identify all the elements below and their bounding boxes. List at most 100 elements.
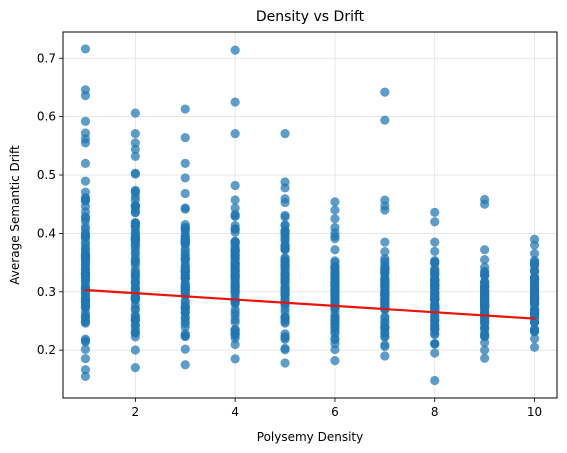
data-point: [480, 345, 490, 355]
data-point: [80, 265, 91, 275]
data-point: [180, 322, 190, 332]
data-point: [380, 332, 390, 342]
data-point: [480, 277, 490, 287]
data-point: [529, 300, 540, 310]
data-point: [80, 336, 91, 346]
data-point: [130, 267, 140, 278]
data-point: [130, 274, 140, 285]
x-tick-label: 4: [231, 405, 239, 419]
x-tick-label: 8: [431, 405, 439, 419]
data-point: [280, 227, 290, 237]
data-point: [230, 209, 240, 220]
data-point: [330, 197, 340, 207]
data-point: [130, 169, 140, 179]
data-point: [180, 133, 190, 143]
data-point: [529, 248, 540, 259]
data-point: [130, 345, 140, 355]
data-point: [230, 203, 240, 213]
data-point: [330, 311, 340, 321]
data-point: [230, 267, 240, 277]
data-point: [330, 322, 340, 332]
data-point: [430, 339, 440, 349]
data-point: [180, 104, 190, 114]
data-point: [280, 197, 290, 208]
data-point: [130, 363, 140, 373]
data-point: [80, 247, 91, 257]
x-tick-label: 6: [331, 405, 339, 419]
data-point: [180, 188, 190, 199]
data-point: [480, 285, 490, 295]
data-point: [330, 214, 340, 224]
data-point: [80, 311, 91, 321]
data-point: [529, 234, 540, 244]
data-point: [330, 205, 340, 215]
data-point: [380, 284, 390, 295]
data-point: [430, 311, 440, 321]
data-point: [280, 128, 290, 139]
data-point: [230, 253, 240, 263]
data-point: [330, 256, 340, 266]
trend-line-group: [84, 288, 536, 320]
data-point: [380, 247, 390, 257]
data-point: [180, 251, 190, 261]
y-axis-title: Average Semantic Drift: [8, 145, 22, 285]
data-point: [130, 138, 140, 148]
data-point: [180, 313, 190, 323]
data-point: [280, 270, 290, 281]
data-point: [330, 344, 340, 355]
data-point: [480, 300, 490, 310]
trend-line: [84, 288, 536, 320]
y-tick-label: 0.4: [37, 226, 56, 240]
data-point: [180, 204, 190, 214]
data-point: [330, 333, 340, 344]
data-point: [380, 205, 390, 215]
data-point: [280, 329, 290, 339]
data-point: [529, 257, 540, 267]
data-point: [130, 327, 140, 338]
data-point: [529, 334, 540, 344]
data-point: [430, 274, 440, 284]
data-point: [430, 265, 440, 275]
data-point: [280, 358, 290, 368]
data-point: [430, 292, 440, 303]
chart-title: Density vs Drift: [256, 9, 365, 25]
data-point: [230, 128, 240, 139]
data-point: [330, 289, 340, 299]
data-point: [80, 212, 91, 222]
data-point: [180, 235, 190, 245]
data-point: [480, 322, 490, 333]
data-point: [230, 310, 240, 321]
data-point: [280, 241, 290, 251]
data-point: [480, 245, 490, 255]
data-point: [180, 158, 190, 168]
data-point: [480, 353, 490, 363]
data-point: [380, 87, 390, 97]
data-point: [280, 300, 290, 310]
y-tick-label: 0.2: [37, 343, 56, 357]
data-point: [230, 195, 240, 205]
data-point: [430, 320, 440, 330]
x-axis-title: Polysemy Density: [257, 430, 363, 444]
data-point: [180, 274, 190, 284]
data-point: [529, 325, 540, 335]
data-point: [380, 237, 390, 247]
data-point: [230, 45, 240, 55]
data-point: [80, 222, 91, 232]
data-point: [430, 217, 440, 227]
data-point: [480, 262, 490, 272]
data-point: [80, 229, 91, 239]
data-point: [130, 257, 140, 267]
data-point: [280, 177, 290, 187]
data-point: [130, 128, 140, 139]
data-point: [130, 108, 140, 118]
data-point: [130, 151, 140, 161]
data-point: [80, 176, 91, 186]
data-point: [330, 234, 340, 244]
data-point: [280, 256, 290, 266]
data-point: [130, 186, 140, 197]
data-point: [430, 237, 440, 247]
data-point: [180, 173, 190, 183]
data-point: [380, 322, 390, 333]
data-point: [80, 254, 91, 264]
